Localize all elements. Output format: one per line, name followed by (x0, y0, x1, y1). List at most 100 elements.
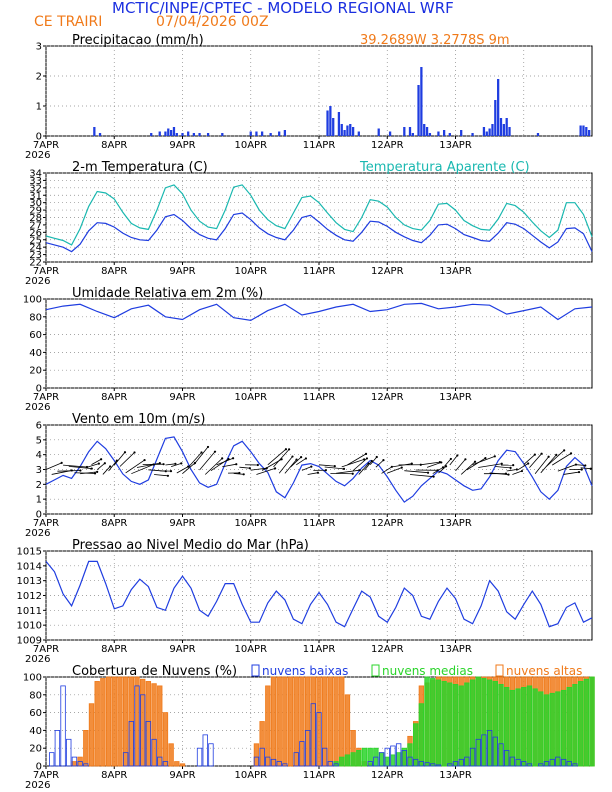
temp-ytick-label: 27 (29, 220, 42, 231)
wind-arrow-head (441, 466, 445, 469)
cloud-bar-blue (418, 761, 425, 767)
pres-ytick-label: 1015 (17, 547, 42, 558)
precip-bar (283, 130, 287, 136)
precip-bar (172, 127, 176, 136)
precip-year-label: 2026 (25, 150, 50, 161)
wind-series-line (45, 436, 593, 503)
precip-bar (536, 133, 540, 136)
cloud-bar-blue (492, 736, 498, 767)
wind-arrow-head (555, 453, 558, 457)
wind-arrow (290, 456, 302, 468)
precip-bar (150, 133, 153, 136)
cloud-bar-blue (196, 747, 203, 767)
wind-arrow-head (242, 473, 245, 476)
wind-arrow (171, 462, 182, 467)
wind-arrow-head (158, 462, 161, 465)
cloud-bar-blue (327, 761, 334, 767)
cloud-legend-swatch (251, 664, 260, 677)
wind-arrow-head (444, 465, 448, 468)
temp-ytick-label: 31 (29, 191, 42, 202)
cloud-bar-orange (105, 676, 112, 767)
wind-arrow (239, 466, 250, 469)
temp-ytick-label: 26 (29, 228, 42, 239)
wind-xtick-label: 9APR (169, 518, 195, 529)
wind-xtick-label: 10APR (234, 518, 267, 529)
cloud-bar-blue (538, 763, 544, 767)
wind-arrow (443, 458, 452, 467)
pres-ytick-label: 1012 (17, 591, 42, 602)
cloud-bar-blue (430, 763, 436, 767)
wind-arrow (495, 466, 511, 469)
run-label: 07/04/2026 00Z (156, 14, 269, 30)
rh-ytick-label: 80 (29, 312, 42, 323)
precip-bar (198, 133, 201, 136)
cloud-bar-green (515, 688, 521, 767)
precip-bar (403, 127, 406, 136)
wind-arrow-head (426, 471, 430, 474)
wind-arrow (466, 457, 486, 471)
cloud-bar-blue (458, 758, 464, 767)
cloud-ytick-label: 100 (23, 673, 42, 684)
wind-arrow-head (520, 469, 524, 473)
cloud-bar-blue (464, 756, 470, 767)
wind-arrow (193, 446, 209, 465)
temp-ytick-label: 30 (29, 198, 42, 209)
cloud-bar-blue (60, 685, 66, 767)
precip-bar (98, 133, 102, 136)
cloud-bar-orange (316, 676, 322, 767)
cloud-xtick-label: 7APR (33, 770, 59, 781)
pres-year-label: 2026 (25, 654, 50, 665)
rh-panel: 0 20 40 60 80 100 7APR 8APR 9APR 10APR 11APR 12APR 1… (23, 286, 593, 413)
cloud-bar-orange (140, 678, 146, 767)
precip-ytick-label: 0 (36, 132, 42, 143)
wind-arrow (199, 451, 216, 471)
pres-ytick-label: 1011 (17, 606, 42, 617)
wind-arrow-head (291, 455, 294, 458)
precip-bar (175, 133, 178, 136)
pres-xtick-label: 13APR (439, 644, 472, 655)
precip-bar (192, 133, 196, 136)
wind-arrow-head (284, 448, 288, 451)
temp-xtick-label: 13APR (439, 266, 472, 277)
wind-arrow (57, 470, 81, 472)
cloud-bar-blue (304, 730, 311, 767)
cloud-bar-green (390, 754, 396, 767)
wind-arrow-head (364, 452, 368, 455)
wind-arrow-head (382, 459, 385, 462)
wind-arrow (347, 453, 367, 466)
precip-bar (269, 133, 272, 136)
precip-xtick-label: 11APR (303, 140, 336, 151)
wind-arrow (529, 453, 542, 468)
cloud-legend-swatch (495, 664, 504, 677)
wind-arrow (557, 464, 577, 472)
cloud-bar-blue (407, 756, 413, 767)
cloud-bar-orange (270, 676, 277, 767)
cloud-bar-blue (333, 763, 339, 767)
rh-ytick-label: 40 (29, 348, 42, 359)
precip-bar (582, 125, 585, 136)
wind-arrow-head (419, 463, 422, 466)
precip-bar (278, 131, 281, 136)
wind-arrow-head (97, 462, 100, 465)
wind-arrow-head (563, 449, 566, 452)
pres-ytick-label: 1009 (17, 636, 42, 647)
cloud-bar-green (498, 684, 504, 767)
precip-bar (411, 133, 414, 136)
rh-title: Umidade Relativa em 2m (%) (72, 286, 263, 301)
rh-ytick-label: 60 (29, 330, 42, 341)
wind-arrow-head (370, 459, 373, 463)
wind-arrow (460, 461, 476, 475)
wind-arrow (512, 470, 523, 475)
temp-series-line (45, 184, 593, 246)
temp-ytick-label: 24 (29, 243, 42, 254)
cloud-bar-orange (333, 676, 339, 767)
precip-bar (437, 131, 440, 136)
cloud-bar-green (475, 676, 481, 767)
cloud-bar-green (361, 747, 368, 767)
precip-bar (187, 131, 190, 136)
cloud-bar-blue (202, 734, 208, 767)
cloud-bar-blue (134, 685, 140, 767)
wind-arrow-head (589, 467, 592, 470)
cloud-bar-green (339, 756, 345, 767)
precip-bar (181, 133, 184, 136)
